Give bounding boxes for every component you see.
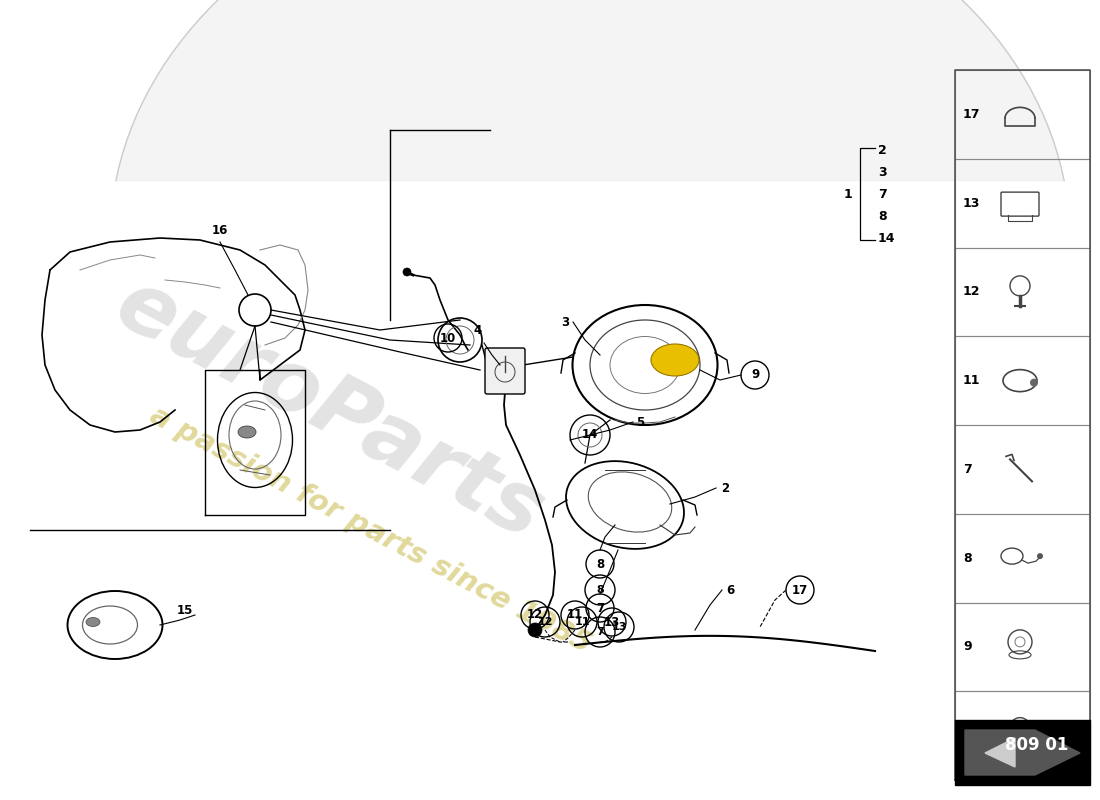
Text: 2: 2 — [720, 482, 729, 494]
Text: 12: 12 — [527, 609, 543, 622]
Text: a passion for parts since 1985: a passion for parts since 1985 — [145, 402, 595, 658]
Text: 6: 6 — [726, 583, 734, 597]
Polygon shape — [965, 730, 1080, 775]
Text: 17: 17 — [792, 583, 808, 597]
Text: 8: 8 — [878, 210, 887, 222]
Ellipse shape — [86, 618, 100, 626]
Text: 14: 14 — [582, 429, 598, 442]
Text: 2: 2 — [878, 143, 887, 157]
Text: 9: 9 — [751, 369, 759, 382]
Text: 12: 12 — [537, 617, 552, 627]
Circle shape — [1037, 553, 1043, 559]
FancyBboxPatch shape — [955, 720, 1090, 785]
Text: 13: 13 — [612, 622, 627, 632]
Ellipse shape — [651, 344, 698, 376]
Text: 14: 14 — [878, 231, 895, 245]
Circle shape — [403, 268, 411, 276]
Text: 7: 7 — [878, 187, 887, 201]
Text: 3: 3 — [878, 166, 887, 178]
Text: 5: 5 — [636, 415, 645, 429]
FancyBboxPatch shape — [485, 348, 525, 394]
Text: 8: 8 — [962, 552, 971, 565]
Text: 16: 16 — [212, 223, 228, 237]
Text: 13: 13 — [962, 197, 980, 210]
Circle shape — [528, 623, 542, 637]
Text: 4: 4 — [474, 323, 482, 337]
Text: euroParts: euroParts — [102, 262, 558, 558]
Text: 8: 8 — [596, 558, 604, 570]
Circle shape — [1030, 378, 1038, 386]
Text: 7: 7 — [596, 602, 604, 614]
Text: 9: 9 — [962, 640, 971, 654]
Text: 15: 15 — [177, 603, 194, 617]
Text: 10: 10 — [962, 729, 980, 742]
Text: 3: 3 — [561, 315, 569, 329]
Polygon shape — [984, 738, 1015, 767]
Text: 7: 7 — [962, 463, 971, 476]
Text: 11: 11 — [566, 609, 583, 622]
Text: 8: 8 — [596, 585, 604, 595]
Text: 13: 13 — [604, 615, 620, 629]
Polygon shape — [116, 0, 1064, 181]
Text: 11: 11 — [574, 617, 590, 627]
Text: 809 01: 809 01 — [1005, 736, 1069, 754]
Text: 1: 1 — [844, 187, 852, 201]
Text: 12: 12 — [962, 286, 980, 298]
Text: 7: 7 — [596, 627, 604, 637]
Text: 11: 11 — [962, 374, 980, 387]
Text: 17: 17 — [962, 108, 980, 121]
Text: 10: 10 — [440, 331, 456, 345]
Ellipse shape — [238, 426, 256, 438]
